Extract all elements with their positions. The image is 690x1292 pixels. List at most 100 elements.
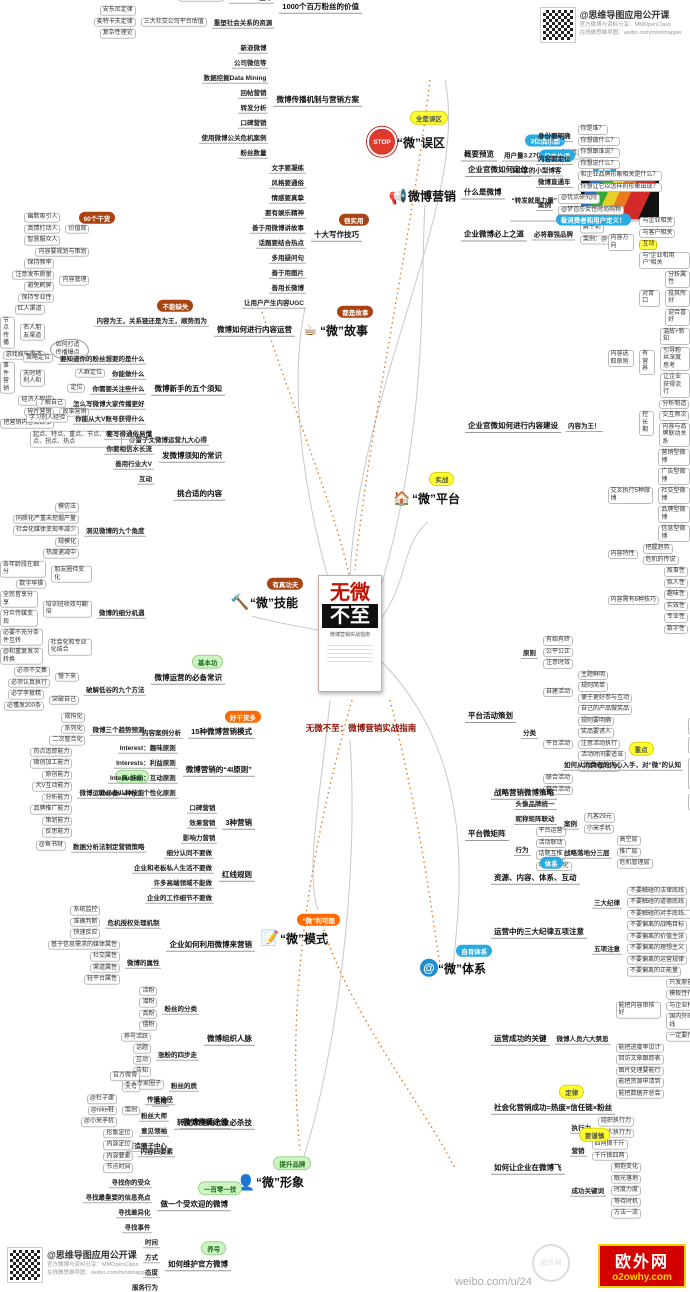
leaf-label: 你想做什么？: [577, 136, 620, 146]
mind-node: 规则简单: [578, 682, 609, 692]
node-text: 话题要结合热点: [258, 239, 304, 247]
node-children: 微博新手的五个须知 要知道你的粉丝想要的是什么 策略定位 你能做什么 人群定位 你需要关注…: [0, 352, 225, 853]
leaf-label: 危机管理层: [616, 858, 653, 869]
mind-node: 涨粉的四步走 养号活跃 话题 互动 告知: [120, 1032, 199, 1077]
mind-node: 活动联动: [535, 838, 566, 848]
topic-label: 1000个百万粉丝的价值: [279, 0, 362, 14]
leaf-label: 粉丝大师: [138, 1108, 169, 1122]
node-children: 故事性 拟人性 趣味性 实效性 专业性 数字性: [663, 567, 688, 634]
leaf-label: 新浪微博: [238, 40, 269, 54]
mind-node: 价值观 60个干货 幽默吸引人 真情打动人 智慧服众人: [24, 211, 116, 246]
leaf-label: 基于信息需求的媒体属性: [47, 940, 120, 950]
leaf-label: 不要偏离的运营规律: [627, 955, 688, 965]
node-children: 如何从消费者的内心入手，对“微”的认知 重点 第一步：做定位第二步：做传播第三步：做…: [562, 717, 690, 869]
leaf-label: 内容案例分析: [140, 725, 184, 739]
mind-node: 十大写作技巧 很实用 文字要凝练 风格要通俗 情感要真挚 要有娱乐精神 善于用微博讲故事 话题…: [242, 160, 369, 309]
mind-node: 快速反应: [70, 928, 101, 939]
leaf-label: @nike鞋: [87, 1105, 117, 1116]
leaf-label: 不要触碰的对手底线、随意攻击: [627, 909, 690, 919]
branch-title: 🏠“微”平台 实战: [392, 472, 460, 508]
node-text: 品牌型微博: [661, 507, 686, 521]
mind-node: 15种微博营销模式 好干货多 内容案例分析: [140, 710, 261, 739]
topic-label: 案例: [536, 198, 554, 211]
mind-node: 数据分析法制定营销策略 @鱼书财: [35, 839, 147, 853]
node-children: 必将靠强品牌 看消费者和用户定义！解千彩案例：@养车之家: [532, 213, 635, 245]
node-text: 迎合喜好: [668, 309, 687, 324]
node-text: 内容要规划与策划: [38, 248, 87, 255]
leaf-label: 安东尼定律: [99, 5, 136, 16]
mind-node: 要写得通俗易懂: [104, 427, 154, 440]
node-children: 朋友圈待变化 各年龄段在细分 数字早操 培训班收效可翻倍 全民皆享分享 分众传媒变现 社会化…: [0, 560, 92, 665]
mind-node: 内容方向 与企业相关 与客户相关 互动 与“企业和用户”相关: [607, 217, 690, 269]
mind-node: 战略营销微博策略 如何从消费者的内心入手，对“微”的认知 重点 第一步：做定位第二步：…: [491, 717, 690, 869]
mind-node: 等待时机: [611, 1197, 642, 1207]
node-children: 了解自己: [35, 398, 66, 408]
node-text: 寻找你的受众: [111, 1178, 151, 1186]
node-children: 人群定位: [74, 368, 105, 378]
mind-node: 渠道属性: [89, 963, 120, 973]
callout-bubble: 不能缺失: [157, 300, 194, 312]
topic-label: 内容管理: [59, 276, 90, 286]
mind-node: 方式: [142, 1250, 160, 1263]
mind-node: 口碑营销: [187, 801, 218, 814]
node-text: 必须不交集: [16, 667, 47, 674]
node-text: 故事营销: [62, 408, 87, 415]
leaf-label: Interest：趣味原则: [117, 741, 178, 754]
node-children: 头像品牌统一昵称矩阵联动行为平台运营活动联动话题互推中奖单项化: [513, 797, 572, 871]
topic-label: 内容特性: [607, 549, 638, 560]
leaf-label: 资源、内容、体系、互动 体系: [491, 856, 580, 885]
mind-node: 眼光落地: [611, 1174, 642, 1184]
mind-node: 运营成功的关键微博人员六大禁忌能把内容审核好只发原创模板性行为与企业相关国内外时…: [491, 978, 690, 1099]
node-text: 红线规则: [221, 869, 252, 879]
topic-label: 微博运营的必备常识 基本功: [151, 654, 225, 685]
node-text: 温故+新知: [663, 328, 685, 343]
node-text: 组织执行力: [601, 1117, 632, 1124]
node-text: 高空层: [619, 836, 638, 843]
mind-node: 了解自己: [35, 398, 66, 408]
leaf-label: 回帖营销: [238, 85, 269, 99]
mind-node: 不要触碰的对手底线、随意攻击: [627, 909, 690, 919]
mind-node: 原则 有始有终 公平公正 注意时效: [521, 636, 574, 669]
leaf-label: 与企业相关: [666, 1001, 690, 1011]
callout-bubble: 要谨慎: [578, 1127, 611, 1142]
node-text: 能把内容审核好: [618, 1002, 655, 1016]
mind-node: 朋友圈待变化 各年龄段在细分 数字早操: [0, 560, 92, 589]
node-text: 一定要传正能量: [669, 1032, 690, 1039]
node-text: 昵称矩阵联动: [515, 816, 555, 823]
mind-node: 数字性: [663, 624, 688, 634]
leaf-label: 智慧服众人: [24, 235, 61, 246]
node-text: 图片处理要能行: [618, 1067, 661, 1074]
node-text: 成功关键词: [571, 1188, 605, 1195]
node-text: 注意活动执行: [581, 740, 618, 747]
node-text: 内容管理: [62, 277, 87, 283]
node-text: 话题: [135, 1044, 148, 1051]
node-text: 保持专业性: [21, 294, 52, 301]
node-text: 能把资源申请到: [618, 1078, 661, 1085]
node-children: 只发原创模板性行为与企业相关国内外时事、代言线一定要传正能量: [666, 978, 690, 1042]
leaf-label: 策划能力: [42, 816, 73, 826]
callout-bubble: 基本功: [191, 654, 224, 669]
node-text: “转发就是力量” P4-P5: [511, 197, 577, 205]
node-text: 情感要真挚: [271, 194, 304, 202]
topic-label: 突破自己: [48, 695, 79, 705]
leaf-label: 把握趋势: [642, 544, 673, 554]
mind-node: 你能做什么 人群定位: [74, 367, 147, 380]
leaf-label: 反思能力: [42, 827, 73, 838]
node-children: 主题鲜明 规则简单 便于更好参与互动 自己的产品做奖品: [578, 670, 633, 715]
mind-node: 与客户相关: [639, 228, 676, 238]
topic-label: 战略落地分三层: [562, 846, 612, 859]
leaf-label: 营销型微博: [658, 449, 690, 466]
node-text: 微博传播途径: [182, 1117, 228, 1126]
node-children: 你是谁？ 你想做什么？: [577, 125, 620, 146]
mind-node: 真情打动人: [24, 224, 61, 234]
mind-node: 必须不交集: [13, 666, 50, 677]
mind-node: 内容四要素 形象定位 内容定位 内容要素 节点时间: [103, 1128, 175, 1173]
topic-label: 涨粉的四步走: [155, 1048, 199, 1061]
mind-node: 内容特性 把握趋势 危机的传说: [607, 544, 679, 565]
mind-node: 企业官微如何定位 身份要明确 你是谁？ 你想做什么？ 内容要定位 你想跟谁说？ 你想说什么？…: [465, 125, 662, 215]
mind-node: 社交属性: [89, 951, 120, 962]
node-text: 模仿法: [57, 503, 76, 510]
leaf-label: 中奖率要给力: [578, 762, 621, 772]
mind-node: 内容管理 保持频率 注意发布质量 避免刷屏 保持专业性: [12, 258, 90, 303]
mind-node: 不要偏离的理想主义: [627, 943, 688, 954]
